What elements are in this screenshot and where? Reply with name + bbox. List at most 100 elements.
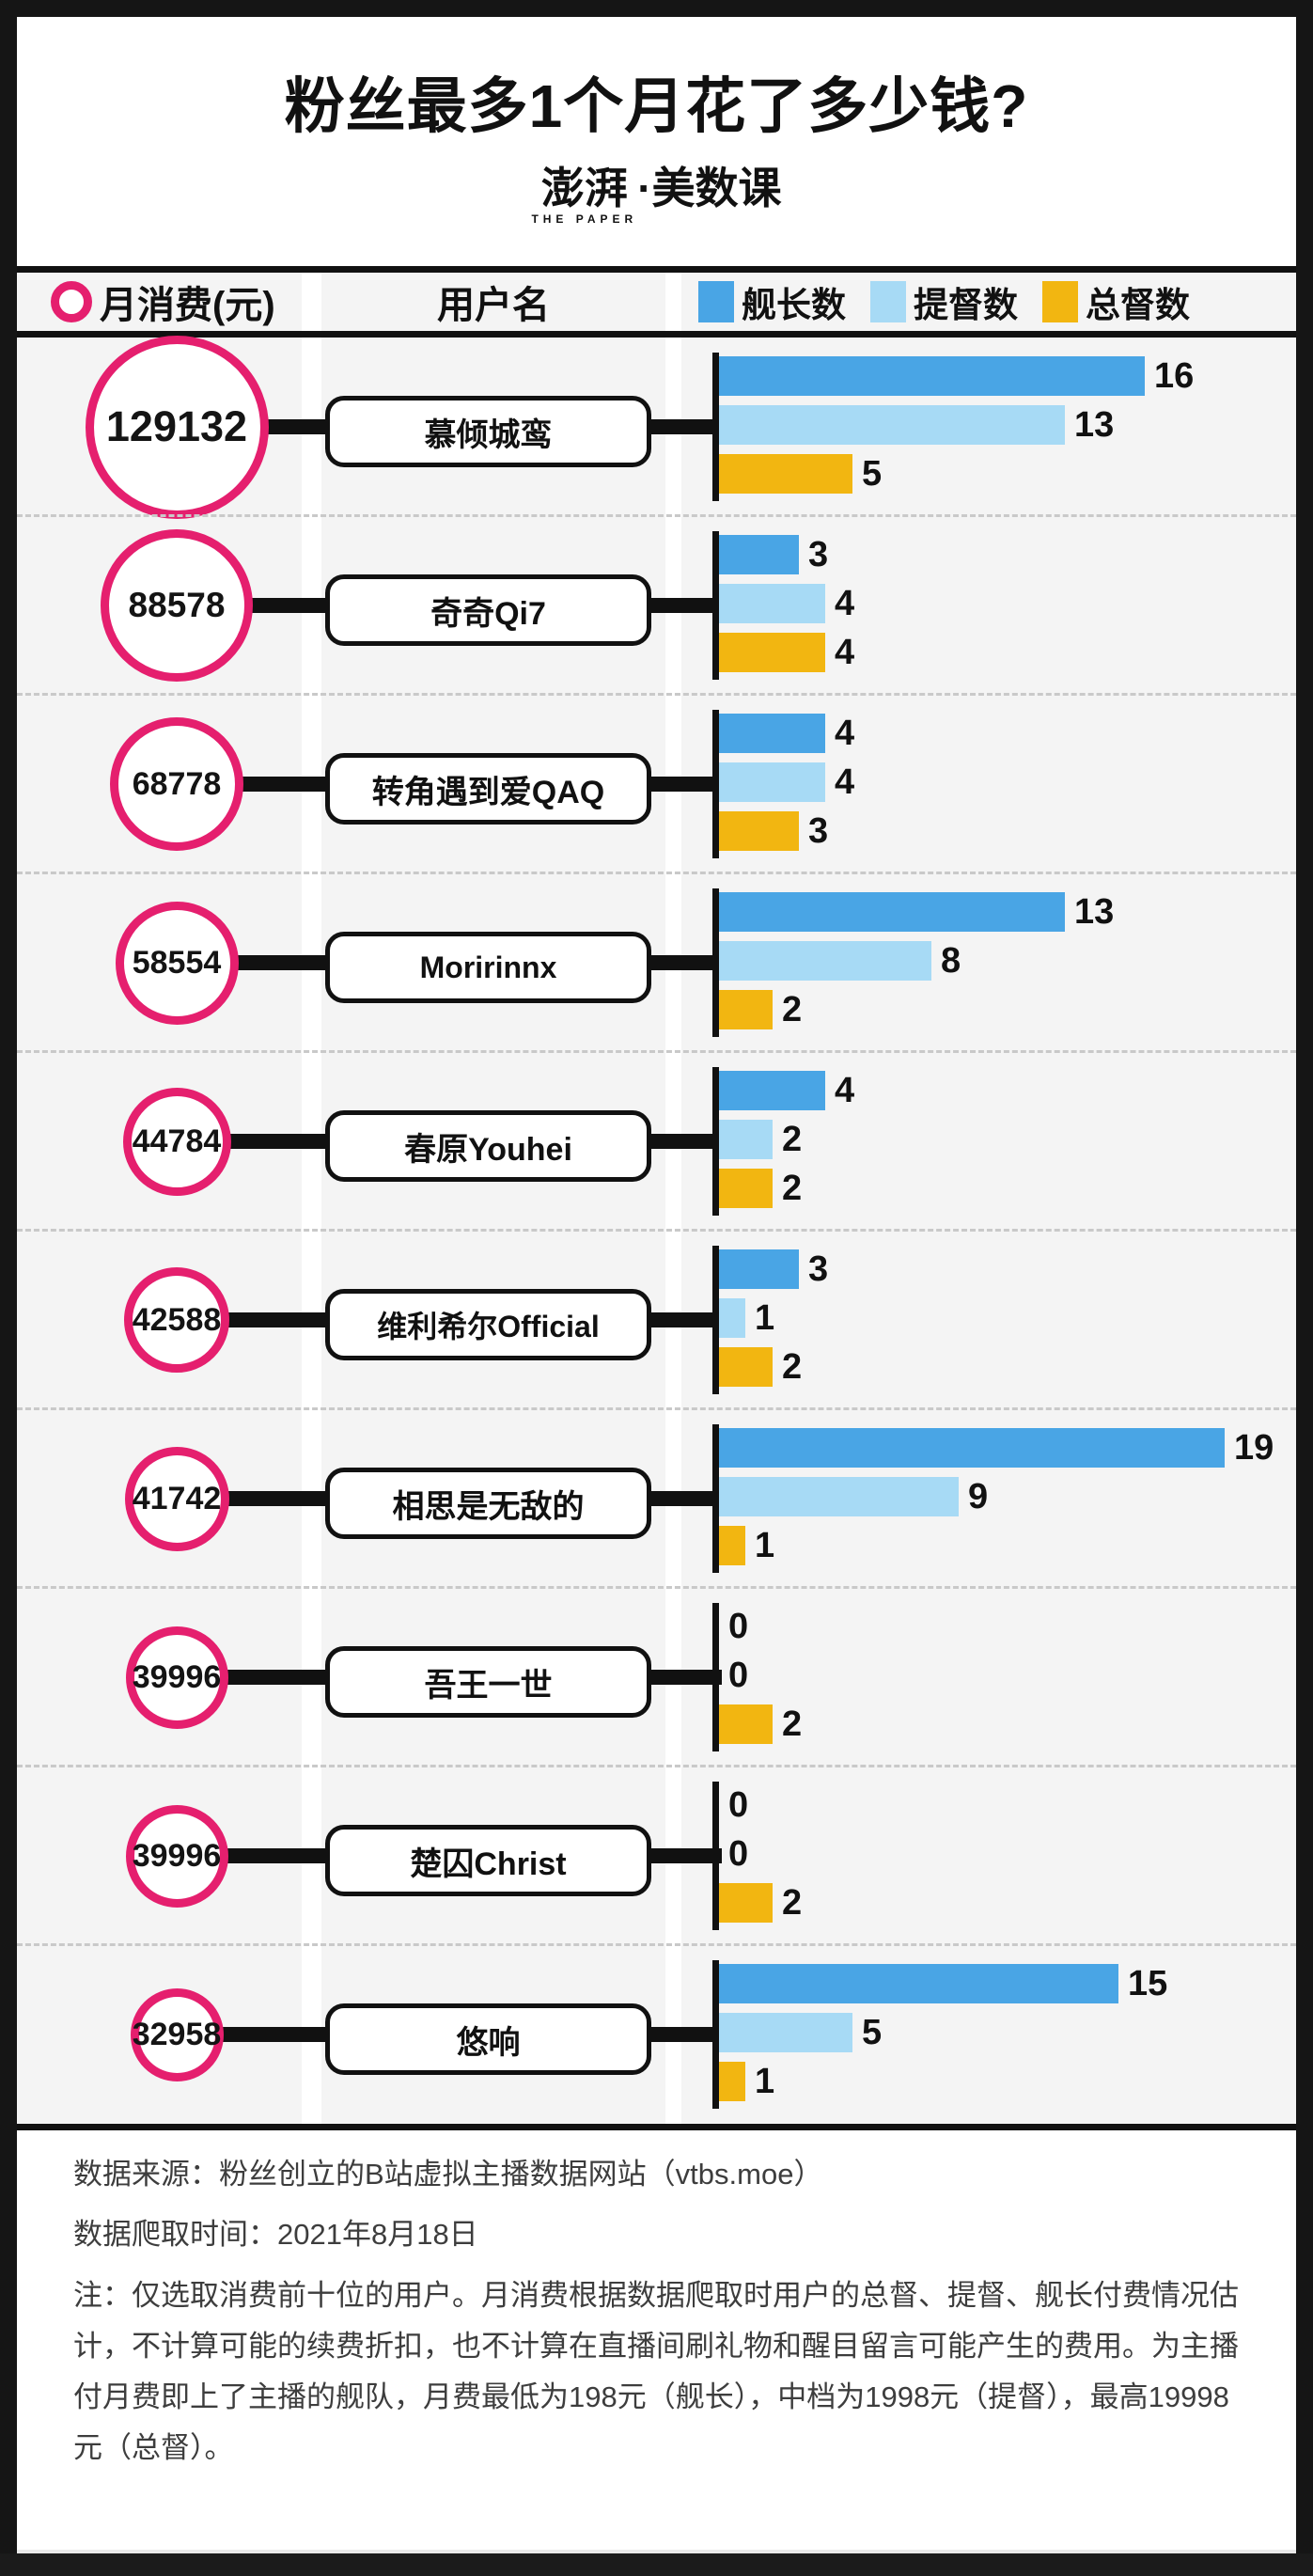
monthly-spend-value: 39996 [132, 1658, 222, 1695]
table-row: 44784 春原Youhei 4 2 2 [17, 1050, 1296, 1231]
bar-value-label: 0 [728, 1607, 749, 1646]
monthly-spend-circle: 39996 [125, 1626, 228, 1729]
column-strip [681, 1588, 1296, 1767]
legend-item: 提督数 [870, 276, 1018, 327]
row-separator [17, 1229, 1296, 1232]
bar-value-label: 2 [782, 1704, 803, 1744]
username-box: 慕倾城鸾 [325, 396, 651, 467]
monthly-spend-circle: 68778 [110, 717, 243, 851]
legend-label: 提督数 [914, 286, 1018, 324]
bar-value-label: 4 [835, 633, 855, 672]
bar-value-label: 0 [728, 1656, 749, 1695]
monthly-spend-circle: 129132 [85, 335, 269, 519]
legend-item: 舰长数 [698, 276, 846, 327]
header-bottom-rule [17, 331, 1296, 338]
monthly-spend-value: 58554 [132, 944, 222, 981]
bar [719, 762, 825, 802]
username-box: 楚囚Christ [325, 1825, 651, 1896]
ranking-rows: 129132 慕倾城鸾 16 13 5 88578 奇奇Qi7 3 4 4 68778 转角遇到爱QA… [17, 335, 1296, 2124]
legend-swatch [870, 281, 906, 322]
legend-label: 舰长数 [742, 286, 846, 324]
bar-line: 2 [719, 1169, 802, 1208]
bar [719, 535, 799, 574]
page-title: 粉丝最多1个月花了多少钱? [284, 72, 1029, 140]
table-row: 39996 楚囚Christ 0 0 2 [17, 1765, 1296, 1945]
row-separator [17, 1586, 1296, 1589]
chart-bottom-rule [17, 2124, 1296, 2130]
methodology-note: 注：仅选取消费前十位的用户。月消费根据数据爬取时用户的总督、提督、舰长付费情况估… [73, 2278, 1239, 2465]
logo-brand-en: THE PAPER [531, 212, 638, 227]
bar-line: 0 [719, 1607, 748, 1646]
table-row: 41742 相思是无敌的 19 9 1 [17, 1407, 1296, 1588]
monthly-spend-value: 39996 [132, 1837, 222, 1874]
bar [719, 454, 852, 494]
bar-axis [712, 1603, 719, 1751]
bar-line: 2 [719, 1120, 802, 1159]
monthly-spend-value: 44784 [132, 1123, 222, 1159]
username-box: 维利希尔Official [325, 1289, 651, 1360]
bar [719, 1704, 773, 1744]
bar-value-label: 13 [1074, 405, 1115, 445]
bar-line: 4 [719, 762, 854, 802]
bar-value-label: 4 [835, 1071, 855, 1110]
bar-line: 3 [719, 535, 828, 574]
bar-line: 3 [719, 1249, 828, 1289]
bar-value-label: 4 [835, 762, 855, 802]
bar-line: 4 [719, 633, 854, 672]
column-header-spend: 月消费(元) [51, 273, 275, 331]
bar-value-label: 5 [862, 2013, 883, 2052]
bar [719, 405, 1065, 445]
bar [719, 2062, 745, 2101]
monthly-spend-value: 88578 [128, 586, 226, 624]
bar [719, 714, 825, 753]
table-row: 32958 悠响 15 5 1 [17, 1943, 1296, 2124]
bar-value-label: 15 [1128, 1964, 1168, 2003]
row-separator [17, 872, 1296, 874]
monthly-spend-circle: 32958 [130, 1987, 224, 2081]
bar-value-label: 16 [1154, 356, 1195, 396]
bar [719, 1428, 1225, 1468]
bar-value-label: 4 [835, 584, 855, 623]
column-strip-user [321, 273, 665, 331]
bar-line: 5 [719, 2013, 882, 2052]
table-header: 月消费(元) 用户名 舰长数 提督数 总督数 [17, 273, 1296, 331]
username-box: 春原Youhei [325, 1110, 651, 1182]
bar-line: 4 [719, 714, 854, 753]
bar-value-label: 0 [728, 1785, 749, 1825]
bar [719, 1071, 825, 1110]
monthly-spend-circle: 88578 [101, 529, 253, 682]
bar-line: 1 [719, 2062, 774, 2101]
bar [719, 1964, 1118, 2003]
bar [719, 1249, 799, 1289]
username-box: 吾王一世 [325, 1646, 651, 1718]
legend-swatch [698, 281, 734, 322]
table-row: 42588 维利希尔Official 3 1 2 [17, 1229, 1296, 1409]
spend-circle-icon [51, 281, 92, 322]
monthly-spend-value: 32958 [132, 2016, 222, 2052]
bar-axis [712, 1782, 719, 1930]
column-header-spend-label: 月消费(元) [100, 285, 275, 326]
bar-value-label: 4 [835, 714, 855, 753]
bar [719, 633, 825, 672]
bar-axis [712, 710, 719, 858]
bottom-divider [17, 2550, 1296, 2553]
bar [719, 1477, 959, 1516]
bar-axis [712, 353, 719, 501]
bar-axis [712, 1067, 719, 1216]
footer-notes: 数据来源：粉丝创立的B站虚拟主播数据网站（vtbs.moe） 数据爬取时间：20… [73, 2149, 1243, 2484]
bar-value-label: 5 [862, 454, 883, 494]
bar-line: 15 [719, 1964, 1167, 2003]
bar [719, 584, 825, 623]
table-row: 68778 转角遇到爱QAQ 4 4 3 [17, 693, 1296, 873]
logo-suffix: ·美数课 [637, 164, 782, 212]
bar-line: 1 [719, 1526, 774, 1565]
bar-line: 5 [719, 454, 882, 494]
bar [719, 1169, 773, 1208]
monthly-spend-circle: 42588 [124, 1267, 229, 1373]
bar [719, 1347, 773, 1387]
row-separator [17, 514, 1296, 517]
bar-line: 16 [719, 356, 1194, 396]
bar-value-label: 1 [755, 1298, 775, 1338]
column-strip [681, 1767, 1296, 1945]
table-row: 39996 吾王一世 0 0 2 [17, 1586, 1296, 1767]
